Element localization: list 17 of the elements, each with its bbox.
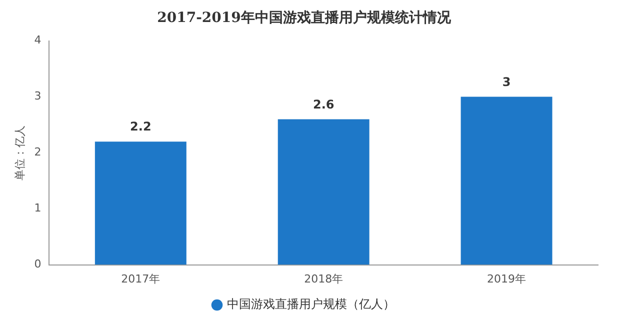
x-tick-label: 2017年: [121, 272, 160, 286]
y-tick-label: 2: [34, 146, 42, 159]
legend-label: 中国游戏直播用户规模（亿人）: [227, 297, 395, 312]
x-tick-label: 2018年: [304, 272, 344, 286]
x-tick-label: 2019年: [487, 272, 526, 286]
y-tick-label: 4: [34, 34, 42, 47]
y-tick-label: 0: [34, 258, 42, 271]
bar: [278, 119, 370, 265]
y-axis-title: 单位：亿人: [13, 125, 26, 180]
bar: [94, 142, 186, 265]
data-label: 2.2: [130, 120, 152, 134]
y-tick-label: 3: [34, 90, 42, 103]
y-tick-label: 1: [34, 202, 42, 215]
bar: [460, 96, 552, 265]
data-label: 3: [502, 74, 511, 89]
chart-title: 2017-2019年中国游戏直播用户规模统计情况: [157, 9, 452, 26]
data-label: 2.6: [312, 97, 334, 112]
